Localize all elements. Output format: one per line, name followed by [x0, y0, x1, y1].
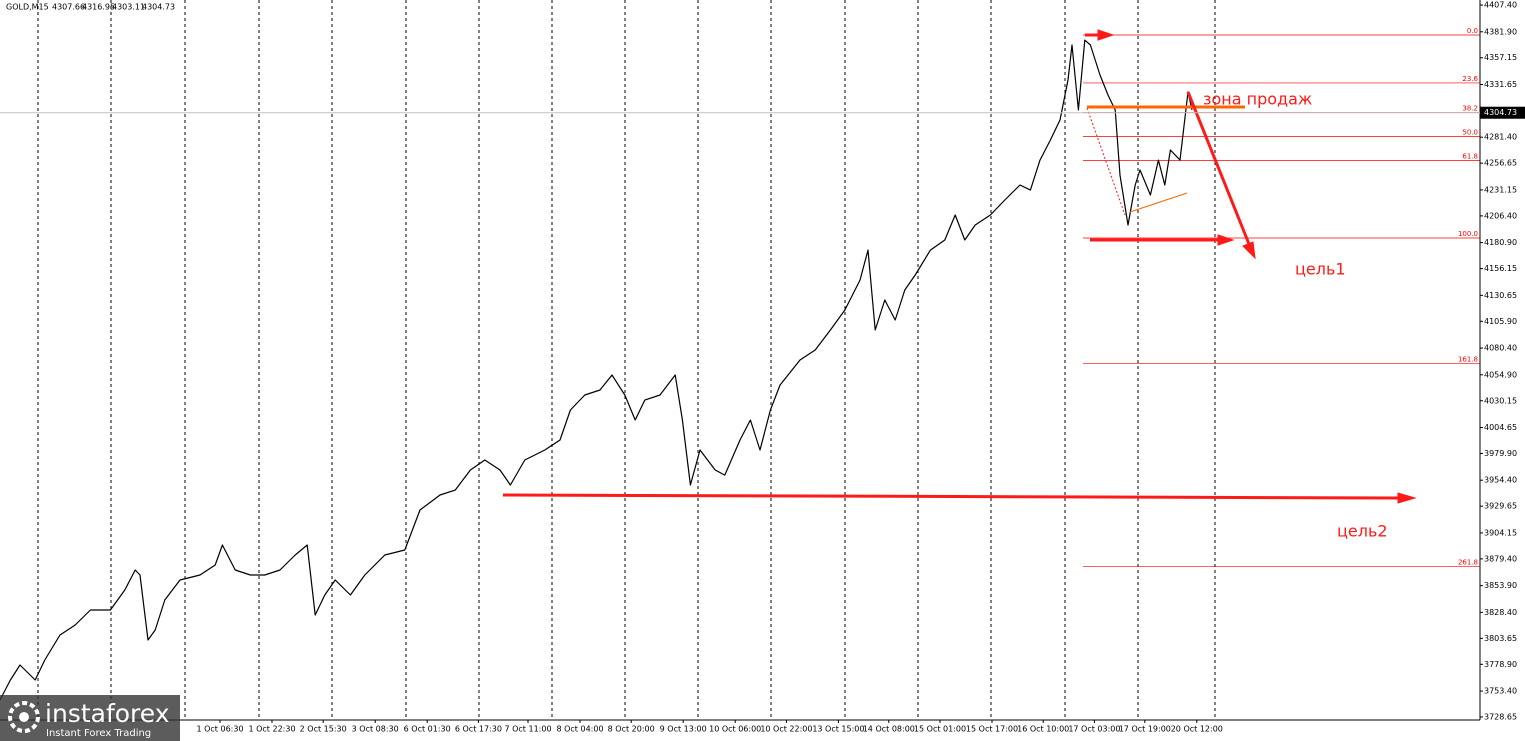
x-tick-label: 20 Oct 12:00 [1171, 725, 1223, 734]
quote-high: 4316.95 [82, 3, 115, 12]
annotation: зона продаж [1203, 90, 1312, 109]
y-tick-label: 3954.40 [1484, 476, 1517, 485]
day-separators [37, 0, 1216, 720]
y-tick-label: 4331.65 [1484, 80, 1517, 89]
watermark-brand: instaforex [45, 699, 170, 728]
y-tick-label: 3853.90 [1484, 581, 1517, 590]
x-tick-label: 6 Oct 01:30 [404, 725, 451, 734]
y-tick-label: 4180.90 [1484, 238, 1517, 247]
x-tick-label: 2 Oct 15:30 [300, 725, 347, 734]
y-tick-label: 3828.40 [1484, 608, 1517, 617]
y-tick-label: 4206.40 [1484, 211, 1517, 220]
x-tick-label: 1 Oct 06:30 [196, 725, 243, 734]
x-tick-label: 8 Oct 04:00 [556, 725, 603, 734]
fib-label: 50.0 [1462, 129, 1478, 137]
current-price-label: 4304.73 [1484, 108, 1517, 117]
current-price-box [1480, 106, 1525, 119]
y-tick-label: 4357.15 [1484, 53, 1517, 62]
y-tick-label: 4231.15 [1484, 185, 1517, 194]
symbol: GOLD,M15 [6, 3, 49, 12]
y-tick-label: 4080.40 [1484, 344, 1517, 353]
y-tick-label: 4004.65 [1484, 423, 1517, 432]
x-tick-label: 9 Oct 13:00 [660, 725, 707, 734]
y-tick-label: 4281.40 [1484, 133, 1517, 142]
x-tick-label: 14 Oct 08:00 [863, 725, 915, 734]
y-tick-label: 3904.15 [1484, 528, 1517, 537]
logo-icon [8, 701, 40, 733]
x-tick-label: 8 Oct 20:00 [608, 725, 655, 734]
x-tick-label: 17 Oct 19:00 [1119, 725, 1171, 734]
quote-close: 4304.73 [142, 3, 175, 12]
fib-label: 261.8 [1458, 558, 1478, 566]
y-tick-label: 3879.40 [1484, 554, 1517, 563]
watermark-bg [0, 695, 180, 741]
x-tick-label: 1 Oct 22:30 [248, 725, 295, 734]
y-tick-label: 4256.65 [1484, 159, 1517, 168]
y-tick-label: 3979.90 [1484, 449, 1517, 458]
x-tick-label: 3 Oct 08:30 [352, 725, 399, 734]
dotted-line [1086, 107, 1126, 216]
plot [0, 39, 1193, 701]
x-tick-label: 15 Oct 01:00 [914, 725, 966, 734]
arrow-head [1097, 29, 1115, 41]
x-tick-label: 6 Oct 17:30 [455, 725, 502, 734]
arrow-head [1217, 234, 1235, 246]
x-tick-label: 7 Oct 11:00 [504, 725, 551, 734]
x-tick-label: 10 Oct 22:00 [760, 725, 812, 734]
y-tick-label: 3803.65 [1484, 634, 1517, 643]
y-tick-label: 3753.40 [1484, 687, 1517, 696]
fib-label: 0.0 [1467, 27, 1478, 35]
arrow-head [1242, 241, 1256, 260]
y-tick-label: 3778.90 [1484, 660, 1517, 669]
arrow-line [502, 493, 1401, 500]
x-tick-label: 10 Oct 06:00 [709, 725, 761, 734]
fib-label: 100.0 [1458, 230, 1478, 238]
x-tick-label: 15 Oct 17:00 [966, 725, 1018, 734]
annotation: цель1 [1295, 260, 1346, 279]
x-tick-label: 17 Oct 03:00 [1068, 725, 1120, 734]
quote-low: 4303.11 [112, 3, 145, 12]
x-tick-label: 16 Oct 10:00 [1017, 725, 1069, 734]
y-tick-label: 4054.90 [1484, 370, 1517, 379]
y-tick-label: 3929.65 [1484, 502, 1517, 511]
price-line [0, 39, 1193, 701]
arrow-head [1397, 492, 1417, 504]
logo-icon [19, 712, 29, 722]
y-tick-label: 4381.90 [1484, 27, 1517, 36]
y-tick-label: 4407.40 [1484, 1, 1517, 10]
y-tick-label: 3728.65 [1484, 713, 1517, 722]
watermark: instaforex Instant Forex Trading [0, 695, 180, 741]
drawings [502, 29, 1417, 504]
quote-open: 4307.66 [52, 3, 85, 12]
x-tick-label: 13 Oct 15:00 [812, 725, 864, 734]
fib-label: 38.2 [1462, 105, 1478, 113]
arrow-line [1186, 91, 1251, 245]
watermark-tagline: Instant Forex Trading [46, 728, 151, 739]
fib-label: 61.8 [1462, 152, 1478, 160]
y-tick-label: 4130.65 [1484, 291, 1517, 300]
fib-label: 161.8 [1458, 355, 1478, 363]
y-tick-label: 4105.90 [1484, 317, 1517, 326]
y-tick-label: 4156.15 [1484, 264, 1517, 273]
y-tick-label: 4030.15 [1484, 396, 1517, 405]
fib-label: 23.6 [1462, 75, 1478, 83]
trendline [1129, 192, 1188, 213]
annotation: цель2 [1337, 522, 1388, 541]
